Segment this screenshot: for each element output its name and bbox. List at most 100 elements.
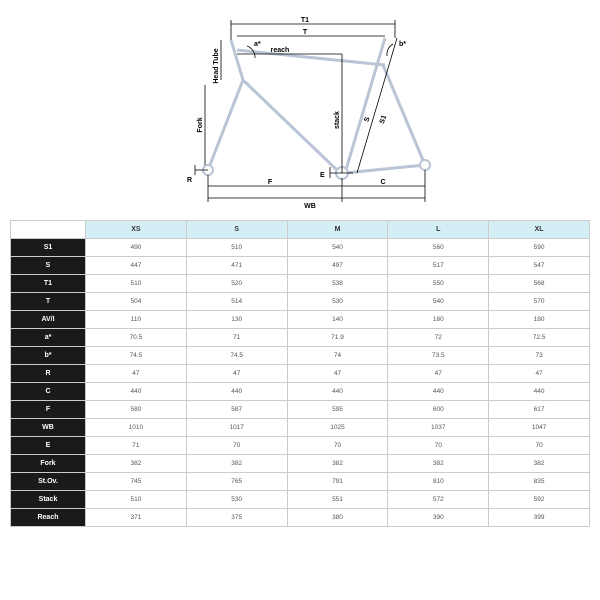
cell: 74.5 — [86, 347, 187, 365]
label-r: R — [187, 177, 192, 184]
cell: 70 — [287, 437, 388, 455]
cell: 570 — [489, 293, 590, 311]
cell: 70 — [388, 437, 489, 455]
table-row: WB10101017102510371047 — [11, 419, 590, 437]
row-label: S — [11, 257, 86, 275]
cell: 592 — [489, 491, 590, 509]
table-row: T1510520538550568 — [11, 275, 590, 293]
cell: 440 — [86, 383, 187, 401]
cell: 440 — [489, 383, 590, 401]
label-c: C — [380, 179, 385, 186]
cell: 530 — [287, 293, 388, 311]
cell: 560 — [388, 239, 489, 257]
table-row: R4747474747 — [11, 365, 590, 383]
row-label: T1 — [11, 275, 86, 293]
cell: 382 — [186, 455, 287, 473]
cell: 587 — [186, 401, 287, 419]
cell: 580 — [86, 401, 187, 419]
table-row: S1490510540560590 — [11, 239, 590, 257]
label-f: F — [268, 179, 273, 186]
cell: 440 — [287, 383, 388, 401]
cell: 71 — [86, 437, 187, 455]
size-header: M — [287, 221, 388, 239]
cell: 600 — [388, 401, 489, 419]
cell: 617 — [489, 401, 590, 419]
label-s: S — [364, 116, 372, 123]
cell: 810 — [388, 473, 489, 491]
cell: 74.5 — [186, 347, 287, 365]
label-b: b* — [399, 41, 406, 48]
cell: 745 — [86, 473, 187, 491]
cell: 590 — [489, 239, 590, 257]
table-row: C440440440440440 — [11, 383, 590, 401]
cell: 540 — [287, 239, 388, 257]
cell: 572 — [388, 491, 489, 509]
geometry-diagram: T1 T a* b* reach Head Tube Fork stack S … — [0, 0, 600, 220]
cell: 47 — [388, 365, 489, 383]
row-label: T — [11, 293, 86, 311]
cell: 1017 — [186, 419, 287, 437]
cell: 380 — [287, 509, 388, 527]
row-label: E — [11, 437, 86, 455]
cell: 510 — [186, 239, 287, 257]
row-label: WB — [11, 419, 86, 437]
geometry-table: XSSMLXLS1490510540560590S447471497517547… — [10, 220, 590, 527]
cell: 71.9 — [287, 329, 388, 347]
cell: 517 — [388, 257, 489, 275]
cell: 70.5 — [86, 329, 187, 347]
row-label: R — [11, 365, 86, 383]
cell: 72 — [388, 329, 489, 347]
label-s1: S1 — [379, 114, 388, 124]
row-label: Stack — [11, 491, 86, 509]
row-label: St.Ov. — [11, 473, 86, 491]
cell: 47 — [186, 365, 287, 383]
cell: 140 — [287, 311, 388, 329]
label-e: E — [320, 172, 325, 179]
label-reach: reach — [271, 47, 290, 54]
cell: 382 — [287, 455, 388, 473]
cell: 390 — [388, 509, 489, 527]
cell: 73 — [489, 347, 590, 365]
cell: 371 — [86, 509, 187, 527]
table-row: b*74.574.57473.573 — [11, 347, 590, 365]
cell: 1010 — [86, 419, 187, 437]
table-row: F580587595600617 — [11, 401, 590, 419]
cell: 180 — [388, 311, 489, 329]
cell: 550 — [388, 275, 489, 293]
cell: 765 — [186, 473, 287, 491]
row-label: Reach — [11, 509, 86, 527]
cell: 71 — [186, 329, 287, 347]
cell: 791 — [287, 473, 388, 491]
cell: 1037 — [388, 419, 489, 437]
cell: 497 — [287, 257, 388, 275]
row-label: a* — [11, 329, 86, 347]
cell: 510 — [86, 491, 187, 509]
cell: 540 — [388, 293, 489, 311]
cell: 835 — [489, 473, 590, 491]
label-wb: WB — [304, 203, 316, 210]
cell: 74 — [287, 347, 388, 365]
cell: 399 — [489, 509, 590, 527]
cell: 547 — [489, 257, 590, 275]
table-row: E7170707070 — [11, 437, 590, 455]
cell: 440 — [186, 383, 287, 401]
cell: 1025 — [287, 419, 388, 437]
row-label: C — [11, 383, 86, 401]
cell: 514 — [186, 293, 287, 311]
row-label: b* — [11, 347, 86, 365]
cell: 382 — [489, 455, 590, 473]
cell: 110 — [86, 311, 187, 329]
label-t: T — [303, 29, 308, 36]
table-row: Reach371375380390399 — [11, 509, 590, 527]
row-label: S1 — [11, 239, 86, 257]
table-row: T504514530540570 — [11, 293, 590, 311]
size-header: L — [388, 221, 489, 239]
cell: 70 — [186, 437, 287, 455]
cell: 47 — [86, 365, 187, 383]
table-row: Fork382382382382382 — [11, 455, 590, 473]
cell: 538 — [287, 275, 388, 293]
cell: 595 — [287, 401, 388, 419]
cell: 440 — [388, 383, 489, 401]
cell: 47 — [287, 365, 388, 383]
cell: 568 — [489, 275, 590, 293]
